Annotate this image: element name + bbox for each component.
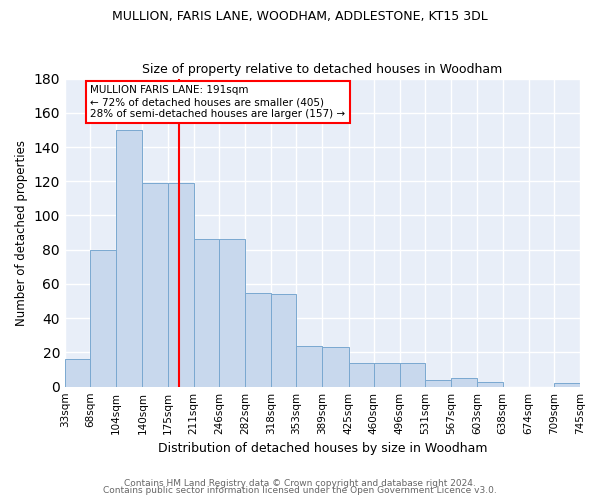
Bar xyxy=(90,250,116,386)
Bar xyxy=(322,348,349,387)
Bar xyxy=(349,362,374,386)
Bar xyxy=(477,382,503,386)
Bar xyxy=(271,294,296,386)
Text: MULLION, FARIS LANE, WOODHAM, ADDLESTONE, KT15 3DL: MULLION, FARIS LANE, WOODHAM, ADDLESTONE… xyxy=(112,10,488,23)
Bar xyxy=(167,183,194,386)
Bar xyxy=(65,360,90,386)
X-axis label: Distribution of detached houses by size in Woodham: Distribution of detached houses by size … xyxy=(158,442,487,455)
Text: Contains public sector information licensed under the Open Government Licence v3: Contains public sector information licen… xyxy=(103,486,497,495)
Bar xyxy=(374,362,400,386)
Text: Contains HM Land Registry data © Crown copyright and database right 2024.: Contains HM Land Registry data © Crown c… xyxy=(124,478,476,488)
Bar xyxy=(425,380,451,386)
Bar xyxy=(296,346,322,387)
Bar xyxy=(400,362,425,386)
Bar xyxy=(554,384,580,386)
Title: Size of property relative to detached houses in Woodham: Size of property relative to detached ho… xyxy=(142,63,503,76)
Bar xyxy=(116,130,142,386)
Bar xyxy=(245,292,271,386)
Bar xyxy=(219,240,245,386)
Bar xyxy=(142,183,167,386)
Y-axis label: Number of detached properties: Number of detached properties xyxy=(15,140,28,326)
Bar xyxy=(451,378,477,386)
Bar xyxy=(194,240,219,386)
Text: MULLION FARIS LANE: 191sqm
← 72% of detached houses are smaller (405)
28% of sem: MULLION FARIS LANE: 191sqm ← 72% of deta… xyxy=(90,86,346,118)
